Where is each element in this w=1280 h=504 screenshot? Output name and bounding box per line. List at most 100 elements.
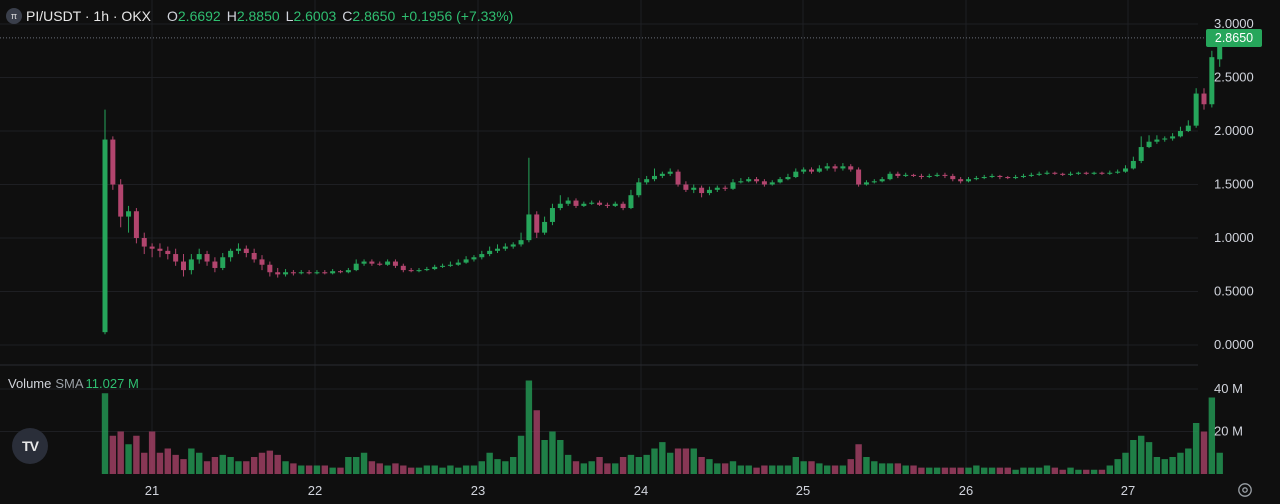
- volume-bar: [855, 444, 862, 474]
- price-tick-label: 2.0000: [1214, 123, 1254, 138]
- candle-body: [966, 179, 971, 182]
- volume-bar: [525, 380, 533, 474]
- volume-bar: [164, 448, 171, 474]
- volume-bar: [392, 463, 399, 474]
- candle-body: [1083, 172, 1089, 174]
- candle-body: [1075, 172, 1081, 174]
- candle-body: [777, 179, 783, 183]
- candle-body: [879, 179, 885, 182]
- candle-body: [1162, 138, 1168, 140]
- gear-icon[interactable]: [1237, 482, 1253, 498]
- close-label: C: [342, 8, 353, 24]
- volume-axis[interactable]: 40 M 20 M: [1214, 381, 1243, 439]
- volume-bar: [494, 459, 501, 474]
- volume-bar: [180, 459, 187, 474]
- time-tick-label: 26: [959, 483, 973, 498]
- volume-bar: [886, 463, 894, 474]
- volume-bar: [141, 452, 148, 474]
- candle-body: [769, 182, 775, 185]
- candle-body: [942, 174, 948, 176]
- volume-bar: [415, 467, 423, 474]
- volume-bar: [659, 442, 666, 474]
- candle-body: [973, 178, 979, 180]
- volume-legend[interactable]: Volume SMA 11.027 M: [8, 376, 139, 391]
- volume-bar: [305, 465, 313, 474]
- volume-bar: [250, 457, 258, 474]
- volume-bar: [384, 465, 391, 474]
- volume-bar: [502, 461, 509, 474]
- time-axis[interactable]: 21 22 23 24 25 26 27: [145, 483, 1135, 498]
- volume-bar: [1083, 469, 1090, 474]
- volume-bar: [290, 463, 297, 474]
- volume-bar: [462, 465, 470, 474]
- volume-bar: [227, 457, 234, 474]
- candle-body: [181, 261, 186, 271]
- candle-body: [369, 261, 375, 264]
- volume-bar: [196, 452, 203, 474]
- candle-body: [424, 269, 430, 271]
- price-tick-label: 1.5000: [1214, 177, 1254, 192]
- volume-bar: [816, 463, 823, 474]
- time-tick-label: 23: [471, 483, 485, 498]
- volume-bar: [1130, 440, 1137, 474]
- candle-body: [730, 182, 736, 189]
- candle-body: [479, 254, 485, 258]
- candle-body: [667, 171, 673, 174]
- sma-value: 11.027 M: [85, 376, 139, 391]
- candle-body: [126, 211, 132, 217]
- volume-bar: [376, 463, 383, 474]
- volume-bar: [824, 465, 831, 474]
- symbol-title[interactable]: PI/USDT · 1h · OKX: [26, 8, 151, 24]
- candle-body: [330, 271, 336, 274]
- time-tick-label: 22: [308, 483, 322, 498]
- volume-bar: [1043, 465, 1051, 474]
- price-tick-label: 3.0000: [1214, 16, 1254, 31]
- candle-body: [1036, 173, 1042, 175]
- candle-body: [487, 250, 493, 255]
- volume-bar: [1067, 467, 1074, 474]
- tradingview-logo-icon[interactable]: TV: [12, 428, 48, 464]
- high-label: H: [226, 8, 237, 24]
- candle-body: [620, 203, 626, 209]
- candle-body: [377, 263, 383, 265]
- candle-body: [141, 238, 147, 247]
- volume-bar: [541, 440, 548, 474]
- candle-body: [259, 259, 265, 265]
- candle-body: [581, 203, 587, 206]
- candle-body: [903, 174, 909, 176]
- candle-body: [440, 265, 446, 267]
- volume-bar: [588, 461, 595, 474]
- candle-body: [691, 187, 697, 190]
- candle-body: [989, 175, 995, 178]
- candle-body: [495, 248, 500, 251]
- volume-bar: [800, 461, 807, 474]
- volume-bar: [667, 452, 674, 474]
- volume-bar: [902, 465, 909, 474]
- volume-bar: [431, 465, 438, 474]
- candle-body: [801, 169, 807, 172]
- volume-bar: [761, 465, 768, 474]
- time-tick-label: 27: [1121, 483, 1135, 498]
- low-value: 2.6003: [293, 8, 337, 24]
- volume-bar: [188, 448, 195, 474]
- volume-bar: [619, 457, 627, 474]
- candle-body: [518, 240, 524, 245]
- candle-body: [1154, 139, 1160, 142]
- price-axis[interactable]: 3.0000 2.5000 2.0000 1.5000 1.0000 0.5000 0.00…: [1214, 16, 1254, 352]
- pi-coin-icon: π: [6, 8, 22, 24]
- candle-body: [1005, 177, 1011, 179]
- volume-bar: [133, 435, 140, 474]
- candle-body: [887, 173, 893, 180]
- volume-bar: [596, 457, 603, 474]
- volume-bar: [282, 461, 289, 474]
- volume-bar: [1051, 467, 1059, 474]
- volume-bar: [156, 452, 164, 474]
- volume-bar: [557, 440, 564, 474]
- candle-body: [345, 270, 351, 273]
- volume-bar: [1075, 469, 1082, 474]
- candle-body: [283, 272, 289, 275]
- candle-body: [934, 174, 940, 176]
- candle-body: [589, 202, 595, 204]
- volume-bar: [612, 463, 619, 474]
